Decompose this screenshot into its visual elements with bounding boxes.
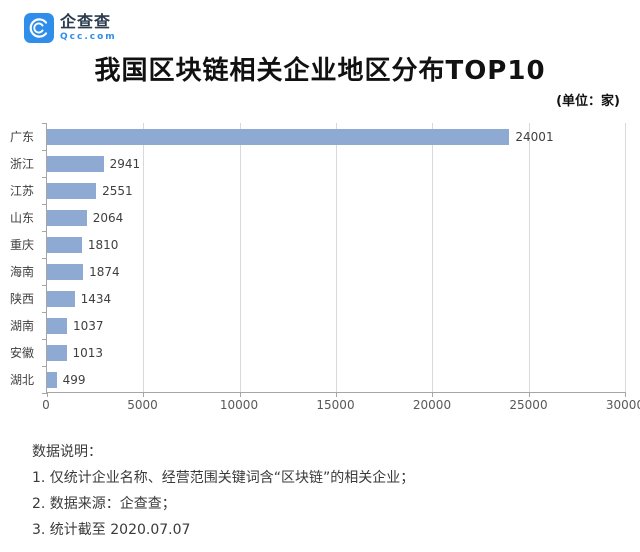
note-item: 3. 统计截至 2020.07.07 [32, 522, 191, 538]
x-axis-tick [143, 392, 145, 397]
y-axis-tick [42, 312, 47, 313]
unit-label: (单位：家) [556, 94, 620, 109]
gridline [143, 123, 145, 392]
unit-row: (单位：家) [0, 90, 640, 109]
qcc-logo-icon [24, 13, 54, 43]
bar [47, 128, 510, 145]
category-label: 陕西 [10, 292, 35, 306]
notes-heading: 数据说明： [32, 444, 102, 460]
y-axis-tick [42, 231, 47, 232]
y-axis-tick [42, 123, 47, 124]
y-axis-tick [42, 204, 47, 205]
bar-value-label: 24001 [515, 129, 554, 144]
bar-row: 499 [47, 366, 625, 393]
brand-header: 企查查 Qcc.com [0, 0, 640, 44]
brand-domain: Qcc.com [60, 32, 117, 42]
bar [47, 344, 67, 361]
bar-row: 24001 [47, 123, 625, 150]
category-label: 广东 [10, 130, 35, 144]
category-label: 安徽 [10, 346, 35, 360]
x-axis-tick [432, 392, 434, 397]
x-tick-label: 15000 [316, 398, 355, 412]
bar [47, 209, 87, 226]
gridline [336, 123, 337, 392]
notes-list: 1. 仅统计企业名称、经营范围关键词含“区块链”的相关企业； 2. 数据来源：企… [32, 465, 620, 543]
category-label: 山东 [10, 211, 35, 225]
note-item: 2. 数据来源：企查查； [32, 496, 176, 512]
x-tick-label: 30000 [605, 398, 640, 412]
bar [47, 371, 57, 388]
chart-plot: 24001 2941 2551 2064 1810 1874 1434 1037 1013 499 [42, 123, 626, 397]
bar-value-label: 2941 [109, 156, 141, 171]
x-tick-label: 0 [42, 398, 50, 412]
x-axis-tick [528, 392, 530, 397]
category-label: 重庆 [10, 238, 35, 252]
bar-row: 1013 [47, 339, 625, 366]
y-axis-tick [42, 366, 47, 367]
bar [47, 236, 82, 253]
category-label: 浙江 [10, 157, 35, 171]
x-tick-label: 25000 [509, 398, 548, 412]
gridline [432, 123, 434, 392]
bar-chart: 广东浙江江苏山东重庆海南陕西湖南安徽湖北 24001 2941 2551 2064 18… [10, 123, 640, 413]
y-axis-tick [42, 339, 47, 340]
gridline [528, 123, 530, 392]
y-axis-tick [42, 393, 47, 394]
bar-value-label: 499 [62, 372, 86, 387]
category-axis: 广东浙江江苏山东重庆海南陕西湖南安徽湖北 [10, 123, 42, 393]
bar-value-label: 1810 [87, 237, 119, 252]
bar-value-label: 2551 [102, 183, 133, 198]
bar-row: 1434 [47, 285, 625, 312]
page-title: 我国区块链相关企业地区分布TOP10 [94, 56, 546, 86]
bar-value-label: 2064 [92, 210, 124, 225]
note-item: 1. 仅统计企业名称、经营范围关键词含“区块链”的相关企业； [32, 470, 415, 486]
category-label: 海南 [10, 265, 35, 279]
bar-value-label: 1013 [72, 345, 104, 360]
bar-row: 2941 [47, 150, 625, 177]
category-label: 江苏 [10, 184, 35, 198]
y-axis-tick [42, 150, 47, 151]
category-label: 湖北 [10, 373, 35, 387]
x-tick-label: 5000 [127, 398, 158, 412]
bar [47, 290, 75, 307]
x-axis-tick [47, 392, 48, 397]
bar-value-label: 1434 [80, 291, 112, 306]
bar-row: 1037 [47, 312, 625, 339]
brand-name: 企查查 [60, 12, 112, 31]
gridline [625, 123, 626, 392]
x-axis-tick [625, 392, 626, 397]
x-tick-label: 20000 [412, 398, 452, 412]
brand-text-block: 企查查 Qcc.com [60, 14, 117, 42]
x-tick-label: 10000 [219, 398, 259, 412]
y-axis-tick [42, 177, 47, 178]
bar-row: 1874 [47, 258, 625, 285]
x-axis-labels: 0 5000 10000 15000 20000 25000 30000 [42, 393, 640, 413]
y-axis-tick [42, 285, 47, 286]
bar-value-label: 1037 [72, 318, 104, 333]
data-notes: 数据说明： 1. 仅统计企业名称、经营范围关键词含“区块链”的相关企业； 2. … [32, 439, 620, 543]
gridline [239, 123, 241, 392]
bar-row: 1810 [47, 231, 625, 258]
y-axis-tick [42, 258, 47, 259]
bar [47, 317, 67, 334]
x-axis-tick [336, 392, 337, 397]
category-label: 湖南 [10, 319, 35, 333]
bar [47, 182, 97, 199]
x-axis-tick [239, 392, 241, 397]
bar [47, 263, 84, 280]
bar [47, 155, 104, 172]
bar-row: 2551 [47, 177, 625, 204]
bar-row: 2064 [47, 204, 625, 231]
bar-value-label: 1874 [89, 264, 120, 279]
